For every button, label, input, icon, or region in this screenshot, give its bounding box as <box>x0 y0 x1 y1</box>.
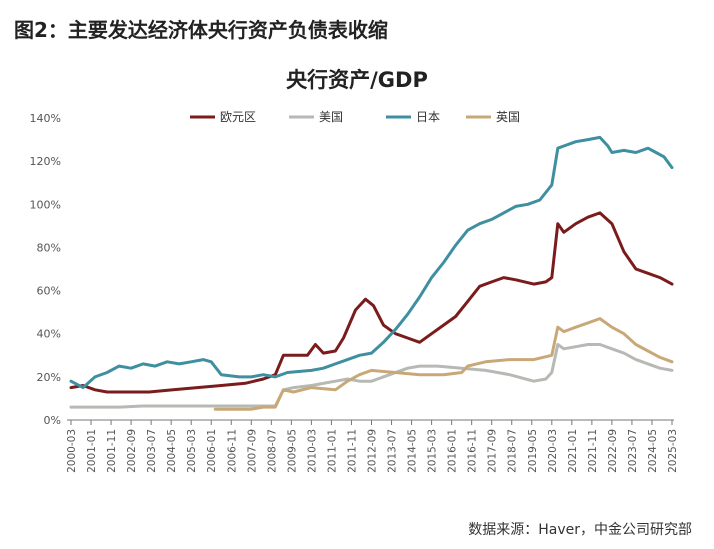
x-tick-label: 2015-03 <box>427 429 439 473</box>
source-note: 数据来源：Haver，中金公司研究部 <box>468 522 692 538</box>
legend-label: 欧元区 <box>220 110 256 124</box>
x-tick-label: 2009-05 <box>286 429 298 473</box>
x-tick-label: 2001-01 <box>86 429 98 473</box>
y-tick-label: 100% <box>30 198 61 211</box>
x-tick-label: 2013-07 <box>387 429 399 473</box>
x-tick-label: 2024-05 <box>647 429 659 473</box>
x-tick-label: 2004-05 <box>166 429 178 473</box>
x-tick-label: 2021-01 <box>567 429 579 473</box>
y-axis: 0% 20% 40% 60% 80% 100% 120% 140% <box>30 112 61 427</box>
x-tick-label: 2022-09 <box>607 429 619 473</box>
y-tick-label: 60% <box>37 285 61 298</box>
legend-label: 英国 <box>496 110 520 124</box>
x-tick-label: 2016-11 <box>467 429 479 473</box>
y-tick-label: 40% <box>37 328 61 341</box>
x-tick-label: 2011-11 <box>346 429 358 473</box>
legend-label: 美国 <box>319 110 343 124</box>
legend-label: 日本 <box>416 110 440 124</box>
series-line-美国 <box>69 343 674 409</box>
x-tick-label: 2017-09 <box>487 429 499 473</box>
x-tick-label: 2006-01 <box>206 429 218 473</box>
x-tick-label: 2006-11 <box>226 429 238 473</box>
series-line-欧元区 <box>69 211 674 394</box>
chart-title: 央行资产/GDP <box>286 68 428 92</box>
chart-legend: 欧元区 美国 日本 英国 <box>190 110 520 124</box>
series-line-日本 <box>69 135 674 390</box>
y-tick-label: 140% <box>30 112 61 125</box>
x-tick-label: 2025-03 <box>667 429 679 473</box>
x-tick-label: 2005-03 <box>186 429 198 473</box>
series-line-英国 <box>213 317 674 411</box>
series-lines <box>69 135 674 411</box>
x-tick-label: 2007-09 <box>246 429 258 473</box>
x-tick-label: 2018-07 <box>507 429 519 473</box>
x-tick-label: 2023-07 <box>627 429 639 473</box>
x-tick-label: 2010-03 <box>306 429 318 473</box>
figure-title: 图2：主要发达经济体央行资产负债表收缩 <box>14 18 388 42</box>
x-tick-label: 2011-01 <box>326 429 338 473</box>
x-tick-label: 2020-03 <box>547 429 559 473</box>
x-tick-label: 2019-05 <box>527 429 539 473</box>
x-tick-label: 2016-01 <box>447 429 459 473</box>
x-tick-label: 2021-11 <box>587 429 599 473</box>
x-tick-label: 2012-09 <box>367 429 379 473</box>
x-tick-label: 2003-07 <box>146 429 158 473</box>
y-tick-label: 80% <box>37 241 61 254</box>
x-axis: 2000-03 2001-01 2001-11 2002-09 2003-07 2004-… <box>66 419 679 473</box>
x-tick-label: 2014-05 <box>407 429 419 473</box>
x-tick-label: 2002-09 <box>126 429 138 473</box>
y-tick-label: 120% <box>30 155 61 168</box>
x-tick-label: 2000-03 <box>66 429 78 473</box>
x-tick-label: 2008-07 <box>266 429 278 473</box>
x-tick-label: 2001-11 <box>106 429 118 473</box>
y-tick-label: 0% <box>44 414 61 427</box>
y-tick-label: 20% <box>37 371 61 384</box>
